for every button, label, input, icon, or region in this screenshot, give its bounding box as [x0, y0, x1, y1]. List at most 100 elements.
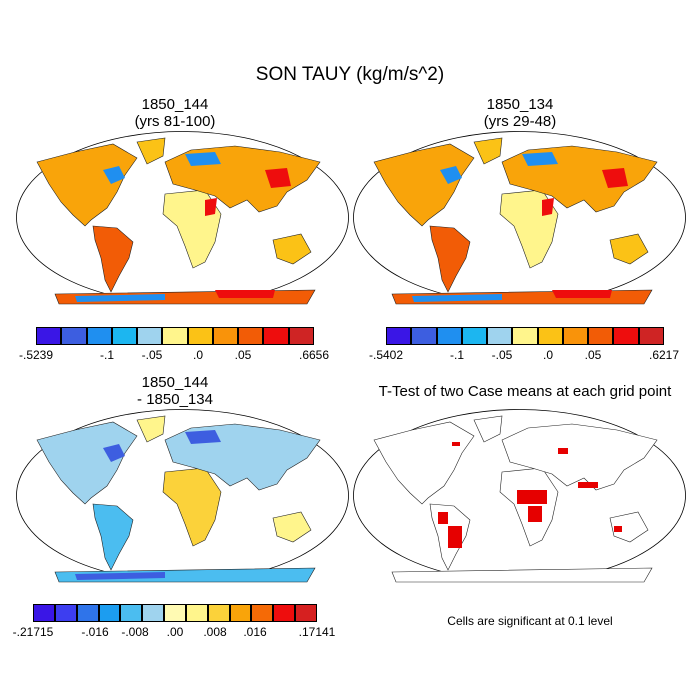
colorbar-box — [288, 327, 314, 345]
colorbar-tick-label: -.1 — [449, 348, 465, 362]
land-greenland — [473, 137, 503, 165]
land-south-america — [92, 503, 134, 571]
colorbar-box — [273, 604, 296, 622]
panel-title-diff: 1850_144 - 1850_134 — [80, 374, 270, 408]
colorbar-tick-label: .17141 — [298, 625, 336, 639]
colorbar-box — [613, 327, 639, 345]
colorbar-tick-label: .6217 — [648, 348, 680, 362]
negative-region — [75, 294, 165, 302]
colorbar-box — [86, 327, 112, 345]
map-panel-case1 — [16, 131, 349, 305]
colorbar-box — [411, 327, 437, 345]
colorbar-box — [229, 604, 252, 622]
colorbar-box — [120, 604, 143, 622]
colorbar-box — [111, 327, 138, 345]
significant-cells — [448, 526, 462, 548]
land-antarctica — [391, 567, 653, 583]
colorbar-box — [436, 327, 462, 345]
land-north-america — [36, 421, 138, 505]
colorbar-case1: -.5239 -.1 -.05 .0 .05 .6656 — [19, 327, 329, 367]
colorbar-case2: -.5402 -.1 -.05 .0 .05 .6217 — [369, 327, 679, 367]
land-greenland — [473, 415, 503, 443]
colorbar-box — [164, 604, 186, 622]
positive-region — [215, 290, 275, 298]
significant-cells — [578, 482, 598, 488]
colorbar-tick-label: .016 — [243, 625, 267, 639]
land-south-america — [429, 225, 471, 293]
colorbar-tick-label: -.21715 — [12, 625, 54, 639]
panel-title-case1-line1: 1850_144 — [141, 96, 209, 113]
panel-title-case2-line1: 1850_134 — [486, 96, 554, 113]
colorbar-box — [295, 604, 317, 622]
map-panel-case2 — [353, 131, 686, 305]
colorbar-box — [185, 604, 208, 622]
colorbar-box — [251, 604, 274, 622]
figure-title: SON TAUY (kg/m/s^2) — [255, 64, 445, 85]
land-australia — [272, 233, 312, 265]
colorbar-tick-label: -.5402 — [368, 348, 404, 362]
colorbar-tick-label: .6656 — [298, 348, 330, 362]
positive-region — [602, 168, 628, 188]
colorbar-tick-label: -.008 — [121, 625, 149, 639]
land-australia — [272, 511, 312, 543]
colorbar-box — [386, 327, 412, 345]
panel-title-case1: 1850_144 (yrs 81-100) — [80, 96, 270, 130]
land-africa — [162, 467, 222, 547]
land-greenland — [136, 137, 166, 165]
negative-region — [412, 294, 502, 302]
colorbar-box — [638, 327, 664, 345]
land-north-america — [373, 143, 475, 227]
significance-note: Cells are significant at 0.1 level — [447, 614, 613, 628]
land-north-america — [373, 421, 475, 505]
land-north-america — [36, 143, 138, 227]
positive-region — [542, 198, 554, 216]
negative-region — [103, 444, 125, 462]
colorbar-box — [512, 327, 538, 345]
panel-title-case2: 1850_134 (yrs 29-48) — [425, 96, 615, 130]
colorbar-tick-label: .05 — [234, 348, 252, 362]
panel-title-diff-line2: - 1850_134 — [137, 391, 213, 408]
land-south-america — [92, 225, 134, 293]
negative-region — [522, 152, 558, 166]
map-panel-diff — [16, 409, 349, 583]
colorbar-tick-label: .00 — [166, 625, 184, 639]
significant-cells — [558, 448, 568, 454]
colorbar-box — [162, 327, 188, 345]
colorbar-box — [212, 327, 239, 345]
colorbar-box — [562, 327, 589, 345]
land-europe-asia — [501, 423, 658, 491]
colorbar-box — [98, 604, 121, 622]
colorbar-box — [238, 327, 264, 345]
panel-title-case1-line2: (yrs 81-100) — [134, 113, 216, 130]
negative-region — [440, 166, 462, 184]
positive-region — [552, 290, 612, 298]
significant-cells — [438, 512, 448, 524]
colorbar-box — [36, 327, 62, 345]
colorbar-tick-label: -.05 — [491, 348, 513, 362]
land-greenland — [136, 415, 166, 443]
colorbar-tick-label: .008 — [203, 625, 227, 639]
negative-region — [75, 572, 165, 580]
colorbar-box — [461, 327, 488, 345]
negative-region — [103, 166, 125, 184]
negative-region — [185, 430, 221, 444]
colorbar-box — [54, 604, 77, 622]
colorbar-tick-label: -.1 — [99, 348, 115, 362]
colorbar-box — [33, 604, 55, 622]
colorbar-box — [263, 327, 289, 345]
positive-region — [265, 168, 291, 188]
land-australia — [609, 233, 649, 265]
colorbar-box — [187, 327, 213, 345]
colorbar-tick-label: .05 — [584, 348, 602, 362]
colorbar-box — [61, 327, 87, 345]
significant-cells — [614, 526, 622, 532]
colorbar-diff: -.21715 -.016 -.008 .00 .008 .016 .17141 — [13, 604, 335, 644]
colorbar-box — [487, 327, 513, 345]
colorbar-box — [142, 604, 165, 622]
panel-title-case2-line2: (yrs 29-48) — [483, 113, 557, 130]
map-panel-ttest — [353, 409, 686, 583]
panel-title-ttest: T-Test of two Case means at each grid po… — [378, 383, 672, 400]
colorbar-tick-label: -.05 — [141, 348, 163, 362]
colorbar-box — [207, 604, 230, 622]
land-australia — [609, 511, 649, 543]
